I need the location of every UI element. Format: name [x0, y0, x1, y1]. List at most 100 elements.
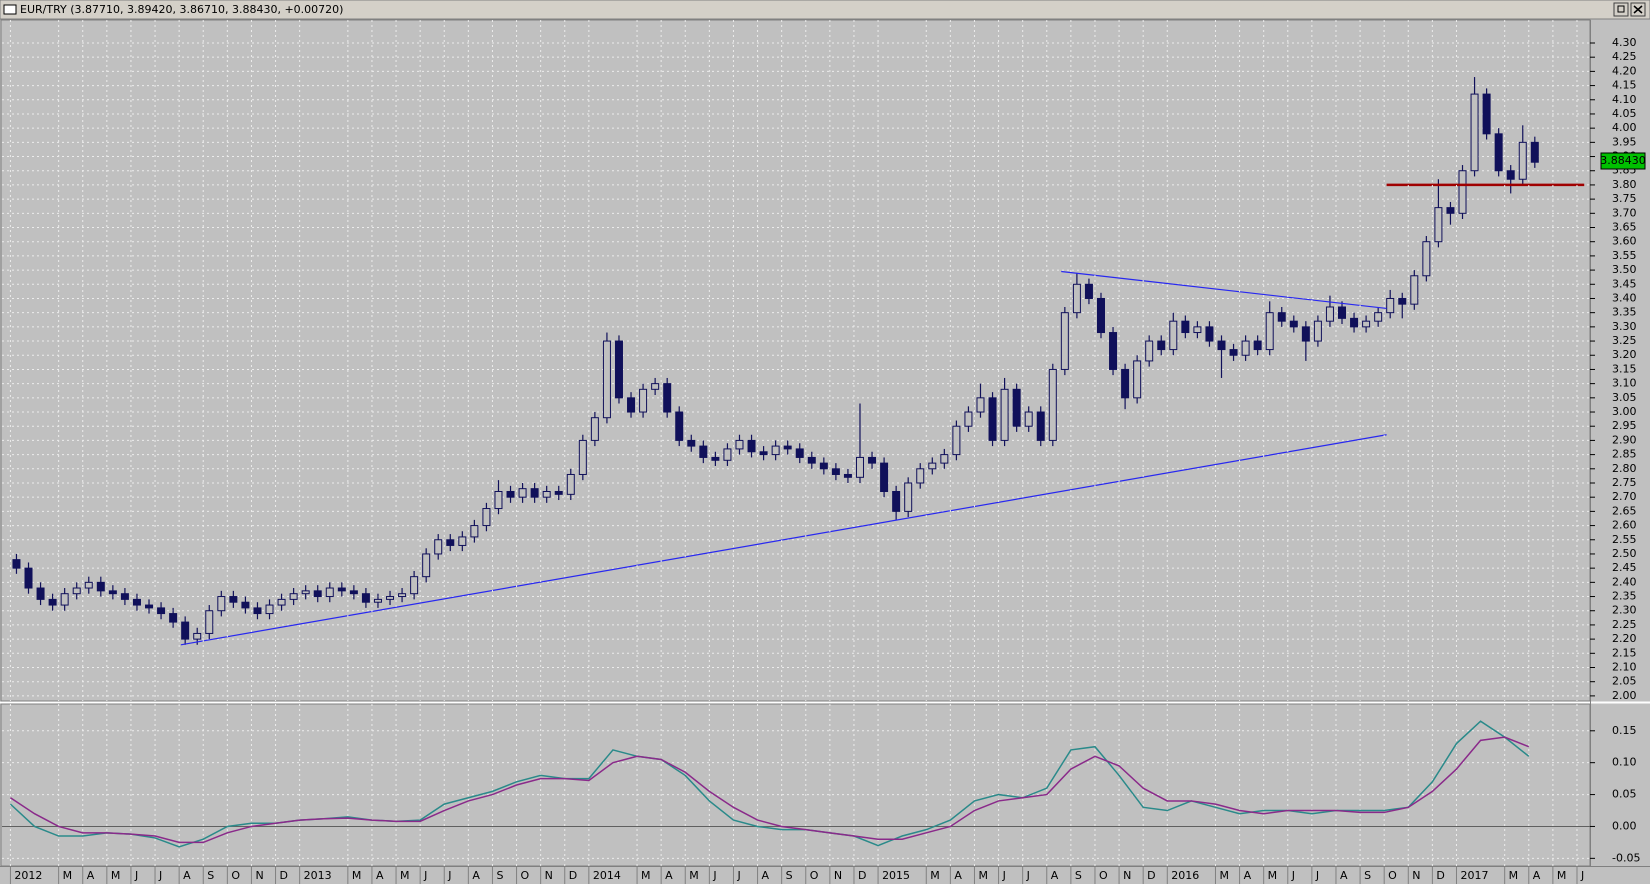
x-tick-label: A — [376, 869, 384, 882]
trendline — [1061, 270, 1387, 310]
y-tick-label: 2.30 — [1612, 604, 1637, 617]
candle-body — [771, 445, 780, 456]
candle-body — [1277, 312, 1286, 322]
x-tick-label: 2016 — [1171, 869, 1199, 882]
x-tick-label: 2012 — [14, 869, 42, 882]
y-tick-label: 2.40 — [1612, 575, 1637, 588]
x-tick-label: 2013 — [304, 869, 332, 882]
candle-body — [289, 593, 298, 600]
x-tick-label: O — [1099, 869, 1108, 882]
candle-body — [530, 488, 539, 498]
window-icon — [3, 4, 17, 15]
candle-body — [1169, 320, 1178, 351]
candle-body — [253, 607, 262, 615]
candle-body — [145, 604, 154, 609]
candle-body — [1084, 283, 1093, 299]
candle-body — [542, 491, 551, 498]
candle-body — [1229, 349, 1238, 356]
x-tick-label: D — [280, 869, 288, 882]
candle-body — [651, 383, 660, 390]
x-tick-label: M — [63, 869, 73, 882]
candle-body — [1301, 326, 1310, 342]
candle-body — [554, 491, 563, 495]
candle-body — [84, 581, 93, 589]
x-tick-label: J — [712, 869, 716, 882]
y-tick-label: 3.20 — [1612, 348, 1637, 361]
labels: 2.002.052.10 2.152.202.252.302.35 2.402.45… — [9, 36, 1646, 884]
candle-body — [1518, 141, 1527, 180]
candle-body — [12, 559, 21, 569]
y-tick-label: 3.10 — [1612, 377, 1637, 390]
y-tick-label: 3.45 — [1612, 277, 1637, 290]
y-tick-label: 3.60 — [1612, 235, 1637, 248]
candle-body — [1109, 332, 1118, 370]
x-tick-label: S — [1364, 869, 1371, 882]
candle-body — [265, 604, 274, 615]
restore-button[interactable] — [1613, 2, 1629, 17]
y-tick-label: 2.05 — [1612, 675, 1637, 688]
indicator-line — [10, 736, 1530, 844]
x-tick-label: A — [183, 869, 191, 882]
x-tick-label: A — [762, 869, 770, 882]
candle-body — [663, 383, 672, 413]
close-button[interactable] — [1630, 2, 1646, 17]
candle-body — [1157, 340, 1166, 351]
x-tick-label: S — [786, 869, 793, 882]
last-price-box — [1600, 152, 1646, 170]
y-tick-label: 4.15 — [1612, 79, 1637, 92]
price-panel — [0, 19, 1591, 702]
y-tick-label: 4.05 — [1612, 107, 1637, 120]
y-tick-label: 0.10 — [1612, 756, 1637, 769]
y-tick-label: 2.50 — [1612, 547, 1637, 560]
candle-body — [108, 590, 117, 595]
x-tick-label: A — [1244, 869, 1252, 882]
candle-body — [1205, 326, 1214, 342]
candle-body — [217, 596, 226, 612]
candle-body — [325, 587, 334, 598]
candle-body — [904, 482, 913, 512]
candle-body — [313, 590, 322, 598]
y-tick-label: 2.85 — [1612, 448, 1637, 461]
candle-body — [1362, 320, 1371, 328]
candle-body — [277, 598, 286, 606]
x-tick-label: J — [1291, 869, 1295, 882]
candle-body — [422, 553, 431, 578]
candle-body — [843, 473, 852, 478]
x-tick-label: M — [1219, 869, 1229, 882]
y-tick-label: 0.15 — [1612, 724, 1637, 737]
candle-body — [952, 425, 961, 456]
candle-body — [675, 411, 684, 441]
x-tick-label: D — [1436, 869, 1444, 882]
x-tick-label: J — [447, 869, 451, 882]
x-tick-label: S — [1075, 869, 1082, 882]
x-tick-label: M — [978, 869, 988, 882]
y-tick-label: 3.55 — [1612, 249, 1637, 262]
candle-body — [1289, 320, 1298, 328]
candle-body — [120, 593, 129, 600]
candle-body — [181, 621, 190, 640]
candle-body — [976, 397, 985, 413]
candle-body — [434, 539, 443, 555]
candle-body — [48, 598, 57, 606]
candle-body — [1253, 340, 1262, 351]
candle-body — [1241, 340, 1250, 356]
y-tick-label: 2.90 — [1612, 433, 1637, 446]
candle-body — [831, 468, 840, 475]
x-tick-label: O — [1388, 869, 1397, 882]
candle-body — [1494, 133, 1503, 172]
x-tick-label: A — [665, 869, 673, 882]
y-tick-label: 3.95 — [1612, 135, 1637, 148]
candle-body — [241, 601, 250, 609]
candle-body — [614, 340, 623, 399]
y-tick-label: 2.15 — [1612, 646, 1637, 659]
x-tick-label: M — [1268, 869, 1278, 882]
y-tick-label: 2.75 — [1612, 476, 1637, 489]
candle-body — [880, 462, 889, 493]
candle-body — [1193, 326, 1202, 334]
candle-body — [1036, 411, 1045, 441]
candle-body — [1024, 411, 1033, 427]
x-tick-label: S — [207, 869, 214, 882]
y-tick-label: 2.00 — [1612, 689, 1637, 702]
title-bar — [0, 0, 1650, 20]
